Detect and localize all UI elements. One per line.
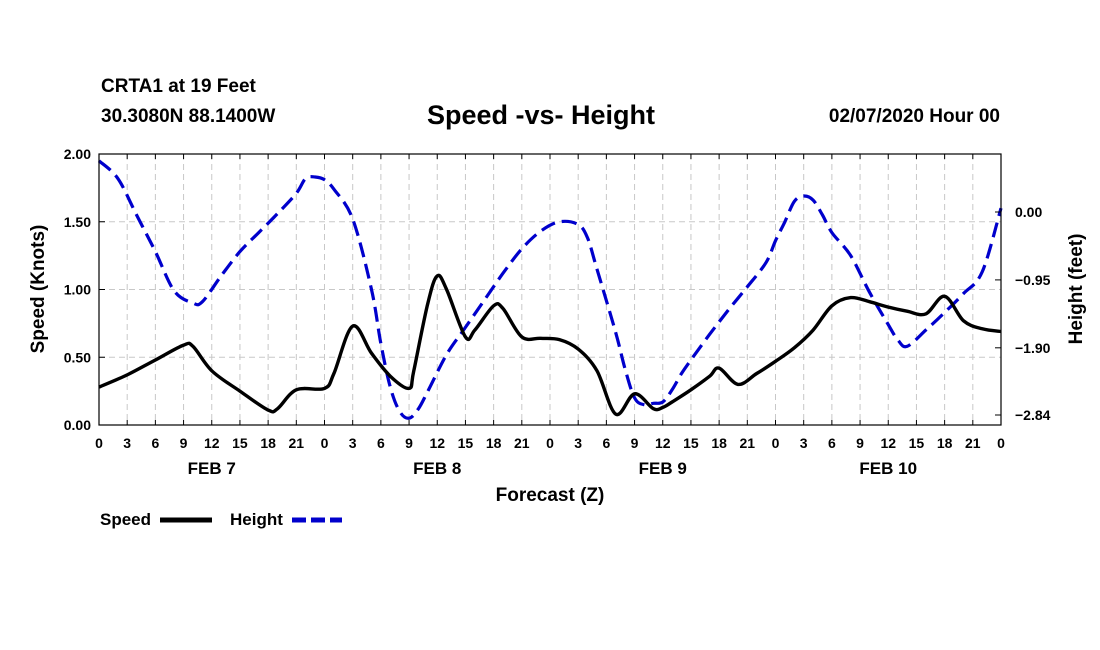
forecast-datetime: 02/07/2020 Hour 00	[828, 106, 1000, 127]
x-tick-label: 6	[602, 435, 610, 451]
x-tick-label: 9	[631, 435, 639, 451]
x-tick-label: 3	[123, 435, 131, 451]
x-tick-label: 0	[95, 435, 103, 451]
x-tick-label: 3	[800, 435, 808, 451]
grid-layer	[99, 154, 1001, 425]
x-tick-label: 18	[486, 435, 502, 451]
y2-tick-label: −1.90	[1015, 340, 1051, 356]
y2-tick-label: 0.00	[1015, 204, 1042, 220]
x-tick-label: 9	[180, 435, 188, 451]
speed-series-line	[98, 273, 1002, 417]
x-tick-label: 3	[349, 435, 357, 451]
chart-title: Speed -vs- Height	[427, 100, 656, 130]
x-tick-label: 21	[965, 435, 981, 451]
x-tick-label: 0	[321, 435, 329, 451]
x-tick-label: 6	[377, 435, 385, 451]
x-tick-label: 0	[997, 435, 1005, 451]
day-label: FEB 9	[639, 459, 687, 478]
series-layer	[97, 159, 1003, 420]
legend-speed-label: Speed	[100, 510, 151, 529]
y2-tick-label: −2.84	[1015, 407, 1051, 423]
x-tick-label: 15	[232, 435, 248, 451]
x-tick-label: 18	[937, 435, 953, 451]
day-label: FEB 7	[188, 459, 236, 478]
x-tick-label: 9	[405, 435, 413, 451]
x-tick-label: 15	[909, 435, 925, 451]
x-tick-label: 0	[772, 435, 780, 451]
day-label: FEB 8	[413, 459, 461, 478]
x-tick-label: 15	[683, 435, 699, 451]
height-series-line	[97, 159, 1003, 420]
y2-axis-label: Height (feet)	[1066, 234, 1087, 345]
x-tick-label: 12	[429, 435, 445, 451]
x-tick-label: 12	[655, 435, 671, 451]
x-tick-label: 3	[574, 435, 582, 451]
legend: Speed Height	[100, 510, 342, 529]
y-tick-label: 1.50	[64, 214, 91, 230]
x-tick-label: 6	[151, 435, 159, 451]
x-tick-label: 12	[880, 435, 896, 451]
x-tick-label: 21	[289, 435, 305, 451]
station-label: CRTA1 at 19 Feet	[101, 76, 256, 97]
x-tick-label: 18	[260, 435, 276, 451]
y2-tick-label: −0.95	[1015, 272, 1051, 288]
y-axis-label: Speed (Knots)	[28, 225, 49, 354]
x-axis-label: Forecast (Z)	[496, 485, 605, 506]
x-tick-label: 21	[514, 435, 530, 451]
legend-height-label: Height	[230, 510, 283, 529]
x-tick-label: 6	[828, 435, 836, 451]
x-tick-label: 18	[711, 435, 727, 451]
y-tick-label: 0.00	[64, 417, 91, 433]
axis-layer: 0 3 6 9 12 15 18 21 0 3 6 9 12 15 18 21 0 3 6 9 12 15 18 21 0 3 6 9…	[64, 146, 1051, 478]
x-tick-label: 0	[546, 435, 554, 451]
x-tick-label: 9	[856, 435, 864, 451]
x-tick-label: 12	[204, 435, 220, 451]
x-tick-label: 21	[740, 435, 756, 451]
day-label: FEB 10	[859, 459, 917, 478]
station-coords: 30.3080N 88.1400W	[101, 106, 276, 127]
y-tick-label: 1.00	[64, 282, 91, 298]
x-tick-label: 15	[458, 435, 474, 451]
y-tick-label: 0.50	[64, 349, 91, 365]
y-tick-label: 2.00	[64, 146, 91, 162]
